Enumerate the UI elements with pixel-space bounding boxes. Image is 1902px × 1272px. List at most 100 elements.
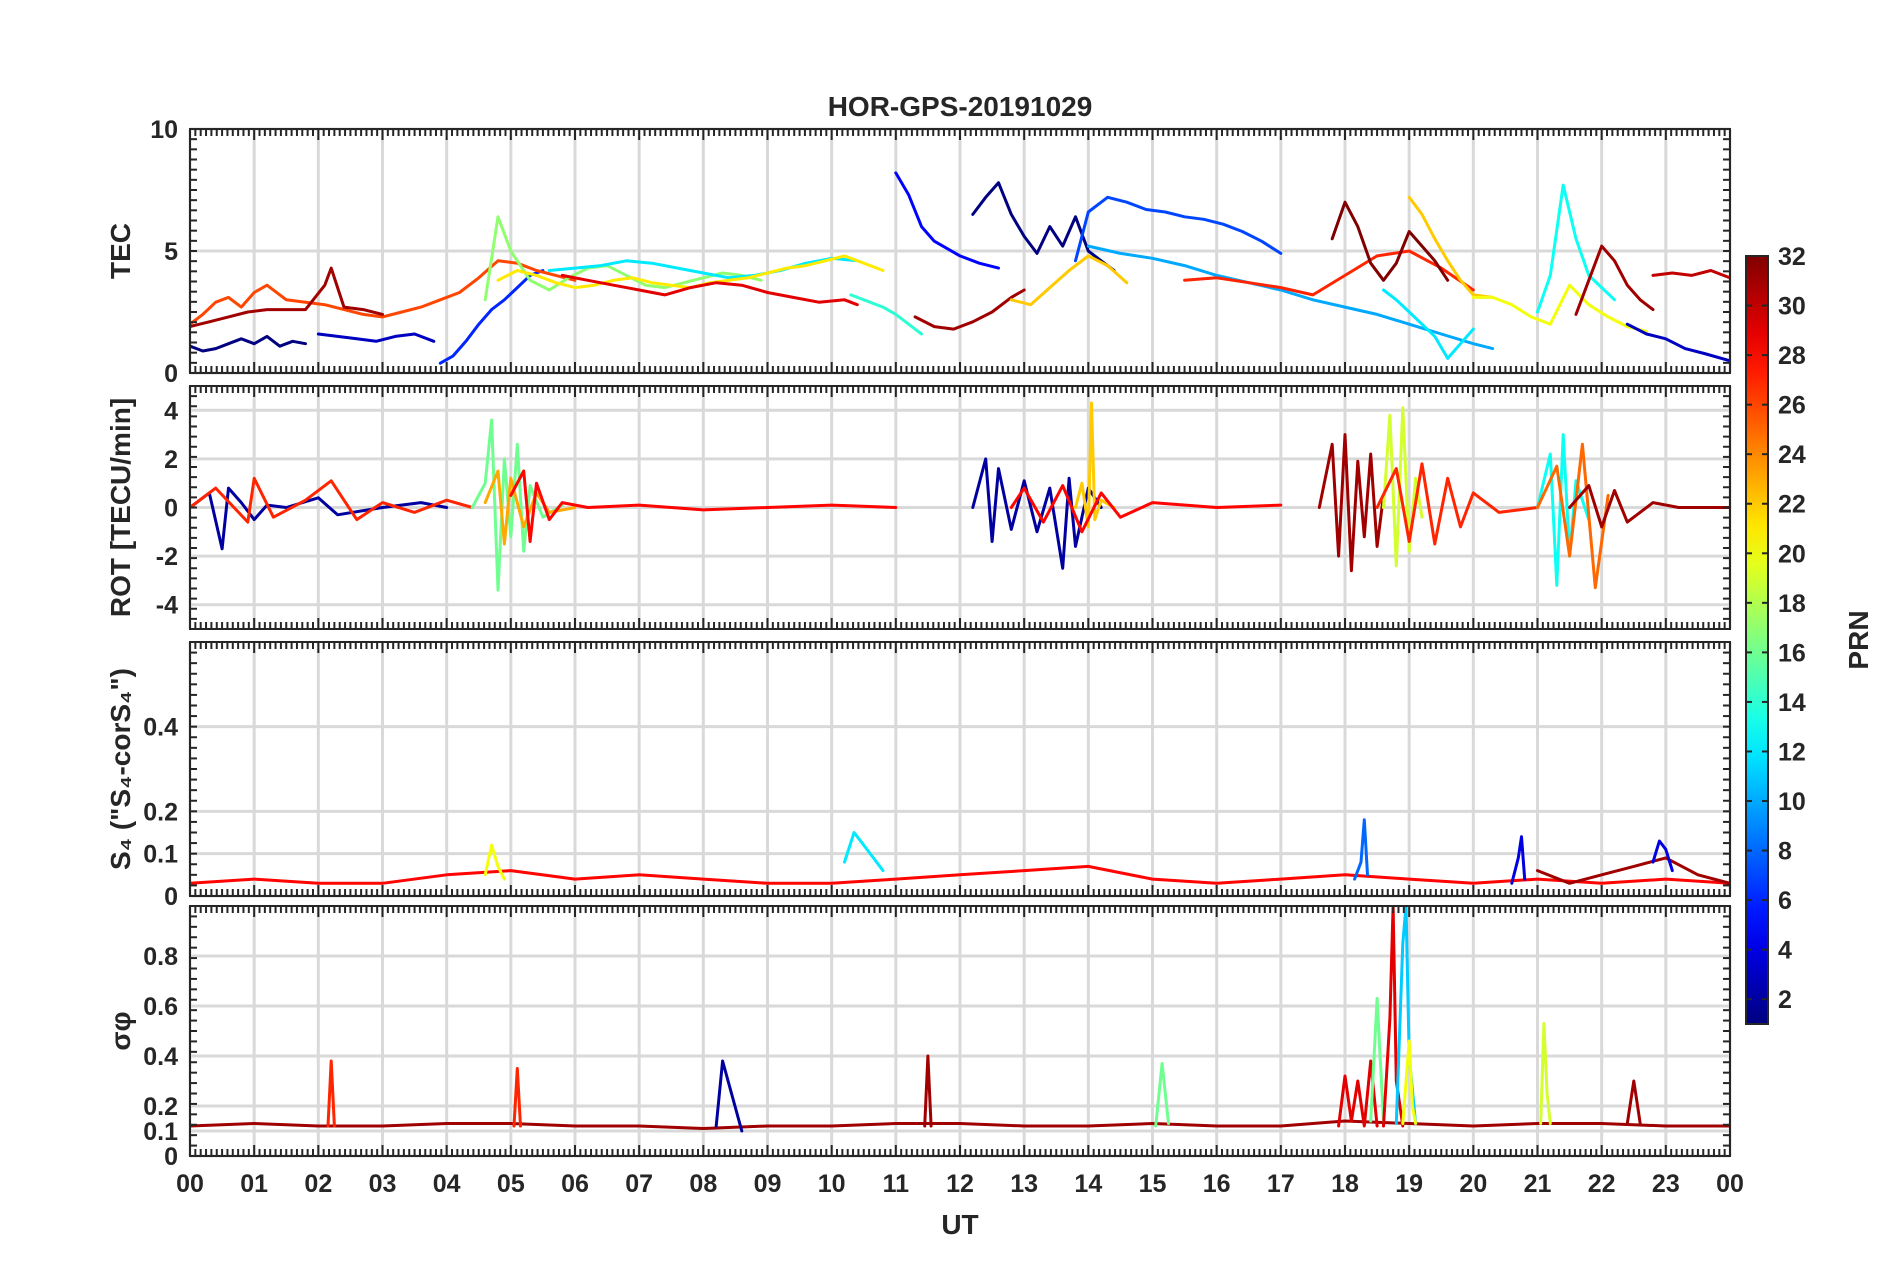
series-prn-31	[923, 1054, 933, 1128]
series-group	[190, 818, 1730, 885]
colorbar-tick-label: 14	[1778, 689, 1806, 717]
x-tick-label: 16	[1203, 1170, 1231, 1198]
series-prn-31	[913, 288, 1026, 331]
series-prn-31	[190, 266, 384, 329]
y-axis-label-sigma: σφ	[105, 1011, 136, 1050]
colorbar-tick-label: 20	[1778, 540, 1806, 568]
series-prn-8	[1353, 818, 1369, 881]
colorbar-tick-label: 10	[1778, 788, 1806, 816]
series-prn-30	[1651, 269, 1730, 280]
series-prn-28	[190, 864, 1730, 885]
y-axis-label-tec: TEC	[105, 223, 136, 279]
x-tick-label: 04	[433, 1170, 461, 1198]
x-tick-label: 13	[1010, 1170, 1038, 1198]
x-tick-label: 00	[1716, 1170, 1744, 1198]
y-tick-label: 0	[164, 495, 178, 523]
colorbar-tick-label: 22	[1778, 491, 1806, 519]
series-prn-31	[1574, 244, 1655, 316]
colorbar-frame	[1745, 255, 1769, 1025]
colorbar-label: PRN	[1843, 610, 1874, 669]
colorbar-tick-label: 32	[1778, 243, 1806, 271]
x-tick-label: 22	[1588, 1170, 1616, 1198]
colorbar-tick-label: 30	[1778, 293, 1806, 321]
y-tick-label: 2	[164, 446, 178, 474]
x-tick-label: 08	[689, 1170, 717, 1198]
series-prn-1	[190, 334, 307, 353]
x-tick-label: 17	[1267, 1170, 1295, 1198]
series-prn-4	[1651, 839, 1674, 873]
y-tick-label: 0.2	[143, 1093, 178, 1121]
series-prn-16	[1154, 1062, 1170, 1128]
y-tick-label: 0.4	[143, 1043, 178, 1071]
tick-marks	[189, 128, 1731, 374]
axes-frame	[189, 905, 1731, 1157]
y-tick-label: 0.6	[143, 993, 178, 1021]
series-prn-28	[1009, 484, 1283, 534]
x-tick-label: 12	[946, 1170, 974, 1198]
series-prn-27	[326, 1059, 336, 1128]
series-prn-2	[971, 457, 1103, 570]
series-prn-20	[1471, 283, 1649, 333]
colorbar-tick-label: 4	[1778, 937, 1792, 965]
series-prn-31	[1317, 433, 1385, 573]
panel-rot: -4 -2 0 2 4 ROT [TECU/min]	[105, 385, 1732, 630]
x-tick-label: 20	[1459, 1170, 1487, 1198]
axes-frame	[189, 128, 1731, 374]
series-prn-5	[894, 171, 1000, 270]
x-tick-label: 15	[1139, 1170, 1167, 1198]
x-tick-label: 00	[176, 1170, 204, 1198]
x-tick-label: 14	[1074, 1170, 1102, 1198]
series-group	[190, 401, 1730, 592]
series-prn-22	[1407, 195, 1495, 299]
series-prn-22	[1009, 254, 1129, 307]
y-tick-label: 0.4	[143, 714, 178, 742]
series-prn-10	[1086, 244, 1495, 351]
colorbar-tick-label: 8	[1778, 838, 1792, 866]
series-prn-16	[1369, 997, 1385, 1123]
axes-frame	[189, 641, 1731, 897]
series-prn-22	[1074, 401, 1116, 529]
series-prn-2	[714, 1059, 744, 1133]
series-prn-3	[1625, 322, 1730, 363]
y-axis-label-s4: S₄ ("S₄-corS₄")	[105, 668, 136, 870]
x-tick-label: 11	[883, 1170, 910, 1198]
series-prn-26	[190, 259, 577, 326]
y-tick-label: -4	[156, 592, 178, 620]
series-prn-3	[316, 332, 436, 343]
series-prn-13	[1536, 433, 1591, 587]
y-tick-label: 0.8	[143, 943, 178, 971]
series-prn-29	[1337, 1059, 1379, 1128]
y-tick-label: 0.1	[143, 841, 178, 869]
colorbar-tick-label: 2	[1778, 986, 1792, 1014]
colorbar-gradient	[1746, 256, 1768, 1024]
x-tick-label: 23	[1652, 1170, 1680, 1198]
chart-title: HOR-GPS-20191029	[828, 91, 1093, 122]
series-group	[190, 171, 1730, 365]
series-prn-20	[1401, 1039, 1418, 1125]
series-prn-20	[483, 843, 506, 881]
panel-sigma: 00.10.2 0.4 0.6 0.8 σφ	[105, 905, 1732, 1171]
axes-frame	[189, 385, 1731, 630]
x-tick-label: 09	[754, 1170, 782, 1198]
colorbar-tick-label: 28	[1778, 342, 1806, 370]
x-tick-label: 18	[1331, 1170, 1359, 1198]
series-group	[190, 906, 1730, 1133]
series-prn-12	[1382, 288, 1475, 360]
colorbar-tick-label: 16	[1778, 639, 1806, 667]
y-tick-label: 5	[164, 238, 178, 266]
y-tick-label: -2	[156, 543, 178, 571]
colorbar-tick-label: 6	[1778, 887, 1792, 915]
x-tick-labels: 00 01 02 03 04 05 06 07 08 09 10 11 12 13 14 15 16 17 18 19…	[176, 1170, 1744, 1198]
y-tick-label: 10	[150, 116, 178, 144]
series-prn-28	[509, 469, 898, 543]
panel-tec: 0 5 10 TEC	[105, 116, 1732, 388]
colorbar-tick-label: 26	[1778, 392, 1806, 420]
series-prn-27	[512, 1067, 522, 1128]
x-tick-label: 06	[561, 1170, 589, 1198]
y-tick-label: 0.1	[143, 1118, 178, 1146]
series-prn-31	[190, 1119, 1730, 1130]
series-prn-6	[438, 269, 545, 365]
